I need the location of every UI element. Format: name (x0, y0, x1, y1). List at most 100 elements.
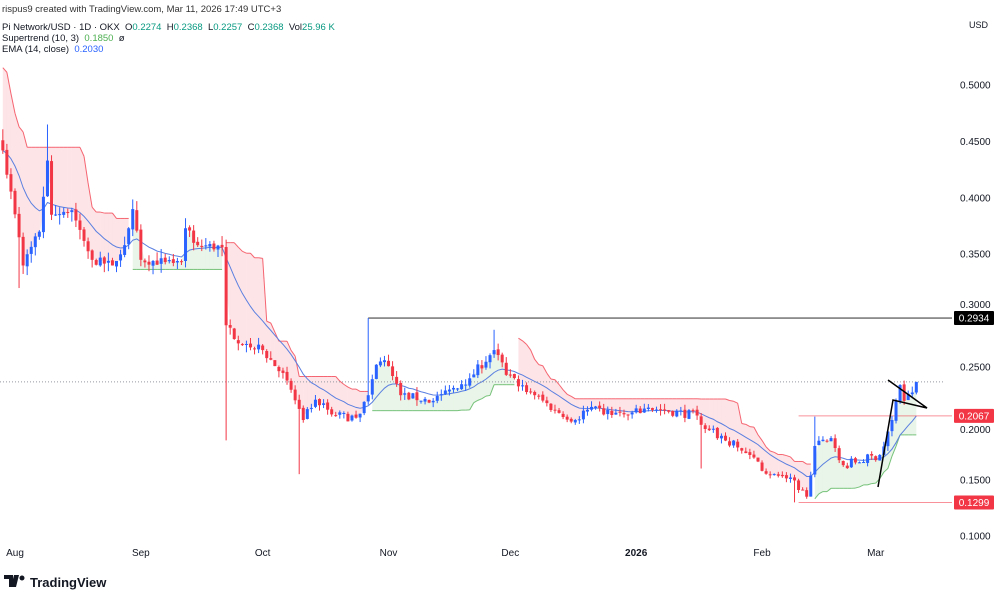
candle-body (691, 410, 695, 412)
candle-body (143, 260, 147, 263)
candle-body (98, 257, 102, 266)
supertrend-line (558, 384, 564, 391)
candle-body (533, 391, 537, 396)
supertrend-line (242, 250, 247, 254)
supertrend-fill (818, 440, 823, 494)
candle-body (90, 250, 94, 260)
ema-legend[interactable]: EMA (14, close) 0.2030 (2, 44, 103, 55)
candle-body (54, 214, 58, 216)
candle-body (370, 379, 374, 395)
candle-body (675, 410, 679, 417)
candle-body (581, 410, 585, 420)
candle-body (232, 328, 236, 340)
supertrend-line (891, 446, 897, 457)
candle-body (184, 228, 188, 262)
candle-body (1, 140, 5, 151)
supertrend-fill (75, 147, 80, 226)
supertrend-line (570, 395, 576, 400)
candle-body (443, 390, 447, 394)
candle-body (13, 190, 17, 215)
supertrend-line (790, 456, 795, 462)
candle-body (399, 382, 403, 396)
supertrend-fill (266, 321, 271, 359)
candle-body (894, 400, 898, 421)
candle-body (45, 160, 49, 197)
candle-body (764, 471, 768, 474)
candle-body (654, 409, 658, 411)
supertrend-line (826, 487, 832, 493)
supertrend-line (339, 380, 345, 385)
candle-body (594, 406, 598, 408)
candle-body (58, 214, 62, 216)
supertrend-line (782, 454, 787, 457)
candle-body (387, 360, 391, 367)
candle-body (878, 454, 882, 461)
candle-body (622, 413, 626, 415)
supertrend-fill (234, 242, 239, 342)
supertrend-fill (96, 212, 101, 263)
candle-body (330, 409, 334, 415)
candle-body (415, 392, 419, 401)
supertrend-line (770, 450, 775, 453)
price-level-badge-text: 0.1299 (959, 498, 990, 509)
supertrend-fill (741, 423, 746, 453)
candle-body (167, 260, 171, 262)
supertrend-line (867, 483, 872, 486)
supertrend-line (761, 440, 767, 448)
supertrend-fill (822, 440, 827, 492)
candle-body (756, 457, 760, 462)
supertrend-fill (636, 398, 641, 411)
supertrend-line (79, 147, 85, 157)
supertrend-fill (218, 246, 223, 270)
high-label: H (166, 22, 174, 33)
open-value: 0.2274 (132, 22, 162, 33)
candle-body (845, 465, 849, 469)
supertrend-line (518, 337, 523, 342)
supertrend-fill (648, 398, 653, 409)
supertrend-fill (709, 398, 714, 430)
candle-body (21, 236, 25, 266)
candle-body (732, 440, 736, 446)
candle-body (805, 490, 809, 497)
candle-body (411, 393, 415, 399)
supertrend-fill (71, 147, 76, 215)
symbol-name[interactable]: Pi Network/USD · 1D · OKX (2, 22, 120, 33)
supertrend-fill (502, 358, 507, 385)
supertrend-fill (339, 381, 344, 414)
candle-body (29, 246, 33, 254)
supertrend-fill (63, 147, 68, 214)
supertrend-fill (230, 242, 235, 334)
price-level-badge-text: 0.2067 (959, 411, 990, 422)
candle-body (776, 474, 780, 476)
supertrend-line (14, 113, 20, 127)
candle-body (431, 400, 435, 403)
supertrend-fill (380, 361, 385, 411)
candle-body (488, 355, 492, 363)
candle-body (378, 361, 382, 366)
supertrend-line (737, 403, 743, 424)
y-tick-label: 0.4000 (960, 193, 991, 204)
supertrend-fill (165, 259, 170, 270)
candle-body (358, 413, 362, 418)
x-tick-label: 2026 (625, 548, 648, 559)
candle-body (338, 412, 342, 415)
candle-body (70, 210, 74, 213)
candle-body (326, 402, 330, 410)
pennant-drawing (877, 379, 928, 488)
supertrend-line (258, 257, 263, 259)
supertrend-fill (615, 398, 620, 414)
supertrend-line (802, 461, 807, 465)
supertrend-fill (571, 396, 576, 422)
supertrend-line (855, 486, 860, 489)
candle-body (179, 261, 183, 263)
candle-body (866, 454, 870, 463)
supertrend-fill (628, 398, 633, 415)
supertrend-fill (173, 261, 178, 270)
supertrend-fill (88, 182, 93, 256)
candle-body (695, 409, 699, 416)
candle-body (659, 409, 663, 411)
supertrend-legend[interactable]: Supertrend (10, 3) 0.1850 ø (2, 33, 125, 44)
supertrend-fill (335, 376, 340, 416)
candle-body (663, 409, 667, 411)
